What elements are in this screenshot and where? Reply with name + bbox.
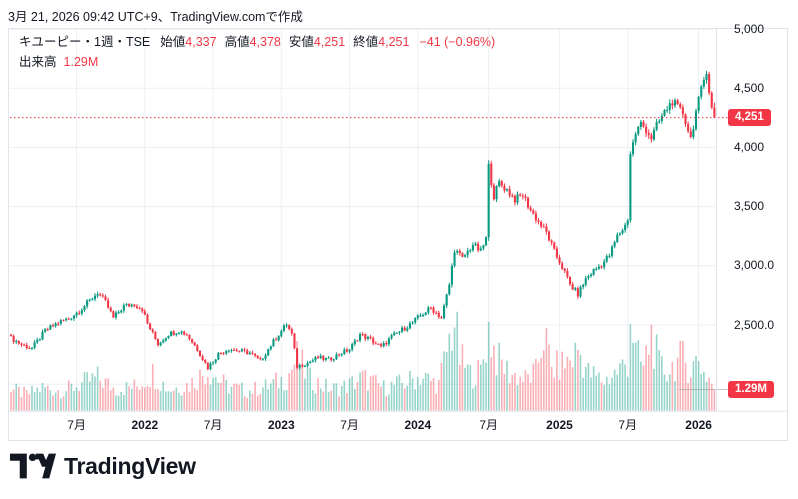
volume-value: 1.29M: [63, 55, 99, 69]
brand-wordmark: TradingView: [64, 452, 196, 479]
candles-layer: [9, 70, 716, 371]
time-tick-label: 7月: [479, 418, 498, 432]
tradingview-logo-icon: [10, 453, 56, 479]
open-field: 始値4,337: [160, 35, 217, 49]
price-tick-label: 3,500: [734, 199, 765, 214]
price-tick-label: 4,500: [734, 80, 765, 95]
price-tick-label: 5,000: [734, 21, 765, 36]
volume-layer: [10, 311, 716, 411]
change-value: −41 (−0.96%): [419, 35, 496, 49]
volume-label: 出来高: [19, 55, 57, 69]
time-tick-label: 7月: [618, 418, 638, 432]
time-tick-label: 2022: [131, 418, 159, 432]
legend: キユーピー・1週・TSE 始値4,337 高値4,378 安値4,251 終値4,251…: [19, 32, 495, 72]
high-field: 高値4,378: [224, 35, 281, 49]
time-tick-label: 2024: [404, 418, 432, 432]
chart-frame: キユーピー・1週・TSE 始値4,337 高値4,378 安値4,251 終値4,251…: [8, 28, 788, 441]
tradingview-logo[interactable]: TradingView: [10, 452, 196, 480]
legend-volume-row: 出来高 1.29M: [19, 52, 495, 72]
time-tick-label: 2023: [267, 418, 295, 432]
price-tick-label: 3,000.0: [734, 258, 775, 273]
close-field: 終値4,251: [353, 35, 410, 49]
price-tick-label: 2,500.0: [734, 317, 775, 332]
last-price-badge: 4,251: [728, 109, 771, 126]
chart-canvas: [9, 29, 787, 412]
grid-layer: [10, 29, 716, 411]
last-volume-badge: 1.29M: [728, 381, 774, 398]
price-tick-label: 4,000: [734, 139, 765, 154]
time-tick-label: 2026: [685, 418, 712, 432]
snapshot-attribution: 3月 21, 2026 09:42 UTC+9、TradingView.comで…: [8, 10, 303, 24]
time-tick-label: 7月: [67, 418, 86, 432]
legend-ohlc-row: キユーピー・1週・TSE 始値4,337 高値4,378 安値4,251 終値4,251…: [19, 32, 495, 52]
symbol-title: キユーピー・1週・TSE: [19, 35, 151, 49]
time-tick-label: 2025: [546, 418, 573, 432]
time-tick-label: 7月: [203, 418, 223, 432]
low-field: 安値4,251: [288, 35, 346, 49]
time-tick-label: 7月: [340, 418, 359, 432]
